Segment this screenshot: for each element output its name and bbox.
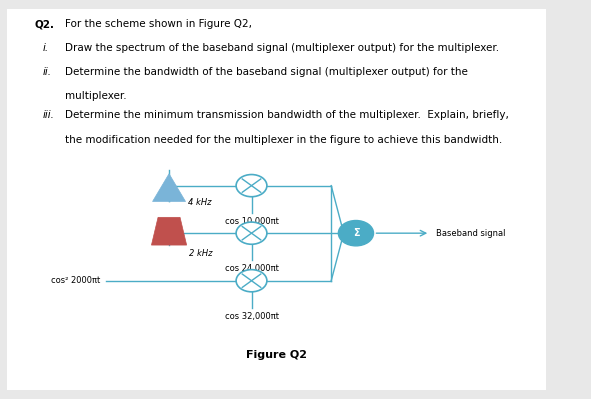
Circle shape — [236, 174, 267, 197]
Text: cos 10,000πt: cos 10,000πt — [225, 217, 278, 225]
Text: the modification needed for the multiplexer in the figure to achieve this bandwi: the modification needed for the multiple… — [64, 135, 502, 145]
Polygon shape — [151, 217, 187, 245]
Text: multiplexer.: multiplexer. — [64, 91, 126, 101]
Text: Q2.: Q2. — [34, 19, 54, 29]
Circle shape — [339, 221, 374, 246]
Text: 4 kHz: 4 kHz — [189, 198, 212, 207]
Text: Σ: Σ — [353, 228, 359, 238]
Text: Draw the spectrum of the baseband signal (multiplexer output) for the multiplexe: Draw the spectrum of the baseband signal… — [64, 43, 499, 53]
Text: Figure Q2: Figure Q2 — [246, 350, 307, 360]
Text: iii.: iii. — [43, 111, 54, 120]
Text: cos 32,000πt: cos 32,000πt — [225, 312, 278, 321]
Polygon shape — [152, 174, 186, 201]
Text: i.: i. — [43, 43, 48, 53]
Text: cos 24,000πt: cos 24,000πt — [225, 264, 278, 273]
Text: ii.: ii. — [43, 67, 51, 77]
Circle shape — [236, 270, 267, 292]
Text: cos² 2000πt: cos² 2000πt — [51, 276, 100, 285]
Text: Baseband signal: Baseband signal — [436, 229, 505, 238]
Text: Determine the bandwidth of the baseband signal (multiplexer output) for the: Determine the bandwidth of the baseband … — [64, 67, 467, 77]
Text: 2 kHz: 2 kHz — [189, 249, 213, 258]
Circle shape — [236, 222, 267, 244]
Text: For the scheme shown in Figure Q2,: For the scheme shown in Figure Q2, — [64, 19, 252, 29]
Text: Determine the minimum transmission bandwidth of the multiplexer.  Explain, brief: Determine the minimum transmission bandw… — [64, 111, 508, 120]
